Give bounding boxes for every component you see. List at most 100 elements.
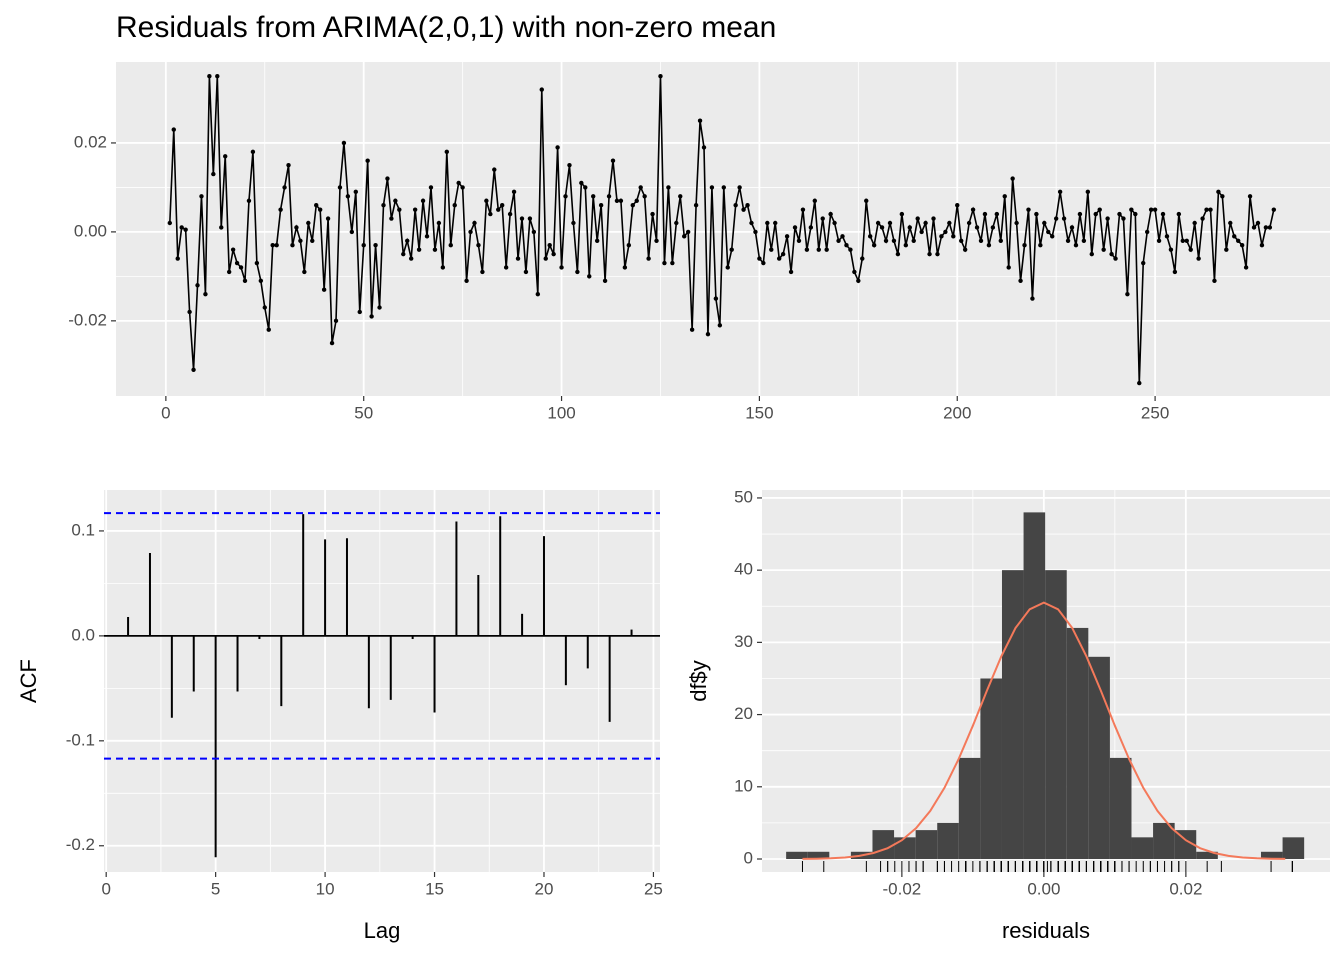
residual-point xyxy=(974,225,980,230)
residual-point xyxy=(800,207,806,212)
residual-point xyxy=(844,243,849,248)
residual-point xyxy=(1113,256,1118,261)
residual-point xyxy=(412,207,418,212)
residual-point xyxy=(848,247,853,252)
residual-point xyxy=(618,198,624,203)
residual-point xyxy=(927,251,932,257)
residual-point xyxy=(990,225,996,230)
x-tick-label: 150 xyxy=(745,403,773,422)
residual-point xyxy=(1077,211,1083,217)
residual-point xyxy=(559,265,564,270)
residual-point xyxy=(1046,229,1051,235)
histogram-bar xyxy=(1001,570,1024,860)
residual-point xyxy=(456,180,461,186)
histogram-bar xyxy=(872,830,895,860)
histogram-bar xyxy=(1066,627,1089,860)
residual-point xyxy=(507,211,513,217)
residual-point xyxy=(246,198,252,203)
y-tick-label: 10 xyxy=(734,776,753,795)
residual-point xyxy=(357,309,362,315)
residual-point xyxy=(1022,243,1027,248)
residual-point xyxy=(337,185,343,190)
residual-point xyxy=(250,149,256,155)
residual-point xyxy=(1216,189,1221,195)
residual-point xyxy=(856,278,861,284)
x-tick-label: 250 xyxy=(1141,403,1169,422)
residual-point xyxy=(875,220,881,226)
residual-point xyxy=(1148,207,1154,212)
residual-point xyxy=(1255,220,1261,226)
residual-point xyxy=(658,74,663,79)
residual-point xyxy=(571,220,576,226)
residual-point xyxy=(1038,243,1043,248)
residual-point xyxy=(238,265,244,270)
residual-point xyxy=(1042,220,1047,226)
residual-point xyxy=(306,220,311,226)
residual-point xyxy=(598,203,604,208)
residual-point xyxy=(689,327,695,332)
residual-point xyxy=(1239,243,1245,248)
y-tick-label: 30 xyxy=(734,632,753,651)
residual-point xyxy=(591,194,596,199)
residual-point xyxy=(1125,291,1130,297)
residual-point xyxy=(812,198,818,203)
residual-point xyxy=(468,229,473,235)
residual-point xyxy=(515,256,521,261)
residual-point xyxy=(448,243,453,248)
residual-point xyxy=(207,74,212,79)
residual-point xyxy=(982,211,988,217)
residual-point xyxy=(662,260,667,266)
residual-point xyxy=(951,234,956,239)
residual-point xyxy=(911,238,916,243)
residual-point xyxy=(1200,216,1205,221)
residual-point xyxy=(1137,380,1142,386)
residual-point xyxy=(682,234,687,239)
residual-point xyxy=(602,278,608,284)
residual-point xyxy=(776,256,782,261)
residual-point xyxy=(543,256,548,261)
x-tick-label: 15 xyxy=(425,879,444,898)
residual-point xyxy=(745,203,750,208)
residual-point xyxy=(907,225,912,230)
residual-point xyxy=(978,238,984,243)
residual-point xyxy=(1097,207,1102,212)
residual-point xyxy=(1184,238,1189,243)
histogram-bar xyxy=(1174,830,1197,860)
residual-point xyxy=(733,203,738,208)
residual-point xyxy=(1002,194,1007,199)
residual-point xyxy=(674,220,679,226)
residual-point xyxy=(314,203,319,208)
residual-point xyxy=(587,274,592,279)
residual-point xyxy=(1267,225,1273,230)
residual-point xyxy=(1144,229,1150,235)
residual-point xyxy=(496,207,501,212)
residual-point xyxy=(1026,207,1031,212)
residual-point xyxy=(219,225,224,230)
residual-point xyxy=(737,185,742,190)
residual-point xyxy=(535,291,541,297)
residual-point xyxy=(1133,211,1138,217)
residual-point xyxy=(1168,247,1174,252)
residual-point xyxy=(824,247,829,252)
x-tick-label: -0.02 xyxy=(882,879,921,898)
residual-point xyxy=(931,216,936,221)
y-tick-label: 0.0 xyxy=(71,625,95,644)
residual-point xyxy=(879,225,885,230)
residual-point xyxy=(329,340,335,346)
residual-point xyxy=(428,185,434,190)
residual-point xyxy=(215,74,220,79)
residual-point xyxy=(860,256,865,261)
residual-point xyxy=(741,207,746,212)
residual-point xyxy=(784,234,790,239)
residual-point xyxy=(262,305,267,310)
residual-point xyxy=(1164,234,1170,239)
residual-point xyxy=(321,287,327,292)
residual-point xyxy=(769,247,774,252)
residual-point xyxy=(353,189,358,195)
x-tick-label: 200 xyxy=(943,403,971,422)
residual-point xyxy=(1243,265,1249,270)
residual-point xyxy=(966,220,972,226)
y-tick-label: 0.1 xyxy=(71,520,95,539)
residual-point xyxy=(341,140,347,146)
